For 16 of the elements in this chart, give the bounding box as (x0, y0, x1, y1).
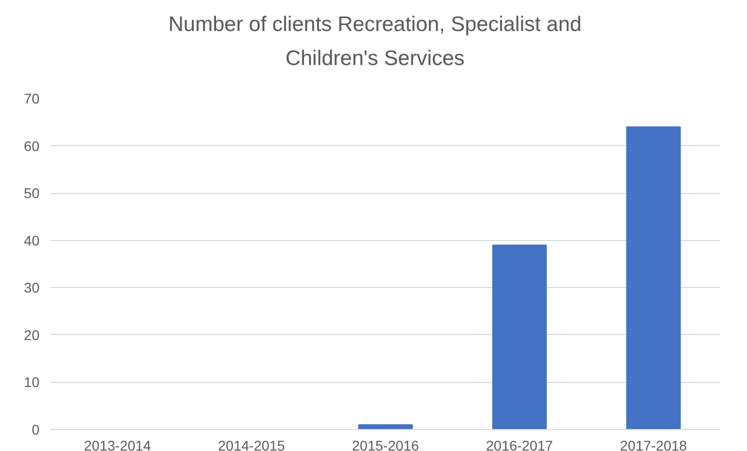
chart-title: Number of clients Recreation, Specialist and Children's Services (168, 12, 582, 72)
y-tick-label: 60 (24, 138, 40, 154)
y-tick-label: 30 (24, 280, 40, 296)
x-tick-label: 2015-2016 (352, 438, 420, 451)
y-tick-label: 40 (24, 232, 40, 248)
y-tick-label: 10 (24, 374, 40, 390)
y-tick-label: 0 (32, 422, 40, 438)
x-tick-label: 2017-2018 (620, 438, 688, 451)
bar (626, 126, 681, 430)
y-tick-label: 20 (24, 326, 40, 343)
y-tick-label: 70 (24, 90, 40, 106)
x-tick-label: 2014-2015 (218, 438, 286, 451)
y-tick-label: 50 (24, 185, 40, 202)
x-tick-label: 2016-2017 (486, 438, 554, 451)
bar (492, 244, 547, 430)
x-tick-label: 2013-2014 (84, 438, 152, 451)
